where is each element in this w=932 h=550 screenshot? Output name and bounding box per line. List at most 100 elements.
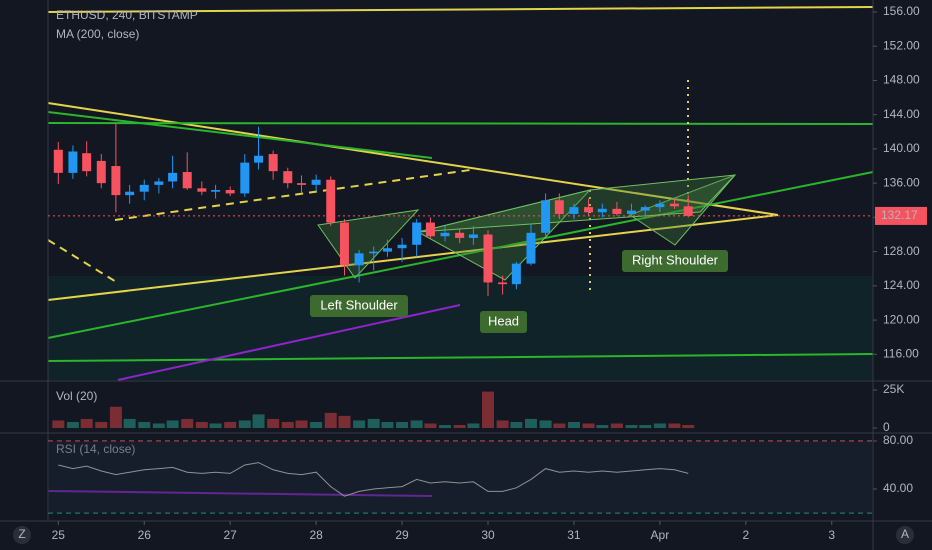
volume-bar: [582, 423, 595, 429]
y-tick-label: 120.00: [883, 312, 920, 326]
candle-body: [511, 263, 521, 285]
annotation: Right Shoulder: [632, 252, 719, 267]
volume-bar: [596, 425, 609, 429]
candle-body: [53, 149, 63, 173]
x-tick-label: Apr: [651, 528, 670, 542]
volume-bar: [281, 421, 294, 429]
x-tick-label: 30: [481, 528, 495, 542]
volume-bar: [467, 423, 480, 429]
x-tick-label: 29: [395, 528, 409, 542]
y-tick-label: 136.00: [883, 175, 920, 189]
candle-body: [326, 179, 336, 223]
price-label: 132.17: [881, 208, 918, 222]
rsi-fill: [48, 440, 873, 514]
candle-body: [612, 208, 622, 214]
volume-bar: [439, 425, 452, 429]
volume-bar: [138, 421, 151, 429]
volume-bar: [453, 425, 466, 429]
volume-bar: [123, 418, 136, 429]
trendline: [47, 214, 779, 301]
candle-body: [526, 232, 536, 264]
volume-bar: [510, 421, 523, 429]
volume-bar: [682, 425, 695, 429]
candle-body: [139, 184, 149, 192]
button[interactable]: [13, 526, 31, 544]
candle-body: [382, 248, 392, 252]
volume-bar: [653, 423, 666, 429]
annotation: Head: [488, 313, 519, 328]
y-tick-label: 148.00: [883, 73, 920, 87]
volume-bar: [668, 423, 681, 429]
volume-bar: [310, 421, 323, 429]
candle-body: [468, 234, 478, 238]
candle-body: [82, 153, 92, 172]
volume-bar: [52, 420, 65, 429]
pattern-triangle: [628, 174, 736, 246]
volume-bar: [496, 420, 509, 429]
candle-body: [569, 207, 579, 214]
trendline: [117, 304, 461, 381]
trendline: [47, 102, 779, 216]
candle-body: [369, 251, 379, 254]
candle-body: [240, 162, 250, 194]
volume-bar: [338, 415, 351, 429]
volume-bar: [209, 423, 222, 429]
indicator-label: RSI (14, close): [56, 442, 135, 456]
y-tick-label: 152.00: [883, 38, 920, 52]
candle-body: [584, 207, 594, 213]
volume-bar: [109, 406, 122, 429]
volume-bar: [295, 420, 308, 429]
annotation: Left Shoulder: [320, 297, 398, 312]
candle-body: [683, 206, 693, 216]
candle-body: [197, 188, 207, 192]
volume-bar: [567, 421, 580, 429]
candle-body: [283, 171, 293, 184]
trendline: [47, 6, 874, 13]
candle-body: [597, 208, 607, 213]
indicator-label: MA (200, close): [56, 27, 139, 41]
candle-body: [412, 222, 422, 245]
button-label[interactable]: Z: [18, 527, 25, 541]
trendline: [47, 353, 874, 362]
trendline: [47, 490, 433, 497]
indicator-label: Vol (20): [56, 389, 97, 403]
annotation-box: [622, 250, 728, 272]
x-tick-label: 26: [138, 528, 152, 542]
volume-bar: [267, 418, 280, 429]
y-tick-label: 140.00: [883, 141, 920, 155]
volume-bar: [424, 423, 437, 429]
volume-bar: [639, 425, 652, 429]
y-tick-label: 116.00: [883, 346, 919, 360]
x-tick-label: 2: [742, 528, 749, 542]
candle-body: [254, 155, 264, 163]
volume-bar: [252, 414, 265, 429]
candle-body: [68, 151, 78, 173]
candle-body: [311, 179, 321, 185]
y-tick-label: 156.00: [883, 4, 920, 18]
y-tick-label: 144.00: [883, 107, 920, 121]
volume-bar: [324, 412, 337, 429]
pattern-triangle: [417, 174, 737, 233]
y-tick-label: 0: [883, 420, 890, 434]
volume-bar: [152, 423, 165, 429]
volume-bar: [410, 420, 423, 429]
volume-bar: [166, 420, 179, 429]
volume-bar: [181, 418, 194, 429]
candle-body: [154, 181, 164, 185]
candle-body: [111, 166, 121, 196]
volume-bar: [353, 420, 366, 429]
candle-body: [455, 232, 465, 238]
y-tick-label: 128.00: [883, 244, 920, 258]
volume-bar: [539, 420, 552, 429]
candle-body: [225, 190, 235, 194]
candle-body: [627, 210, 637, 214]
x-tick-label: 31: [567, 528, 581, 542]
button[interactable]: [896, 526, 914, 544]
volume-bar: [381, 421, 394, 429]
volume-bar: [482, 391, 494, 429]
candle-body: [669, 203, 679, 207]
candle-body: [182, 172, 192, 189]
button-label[interactable]: A: [901, 527, 909, 541]
